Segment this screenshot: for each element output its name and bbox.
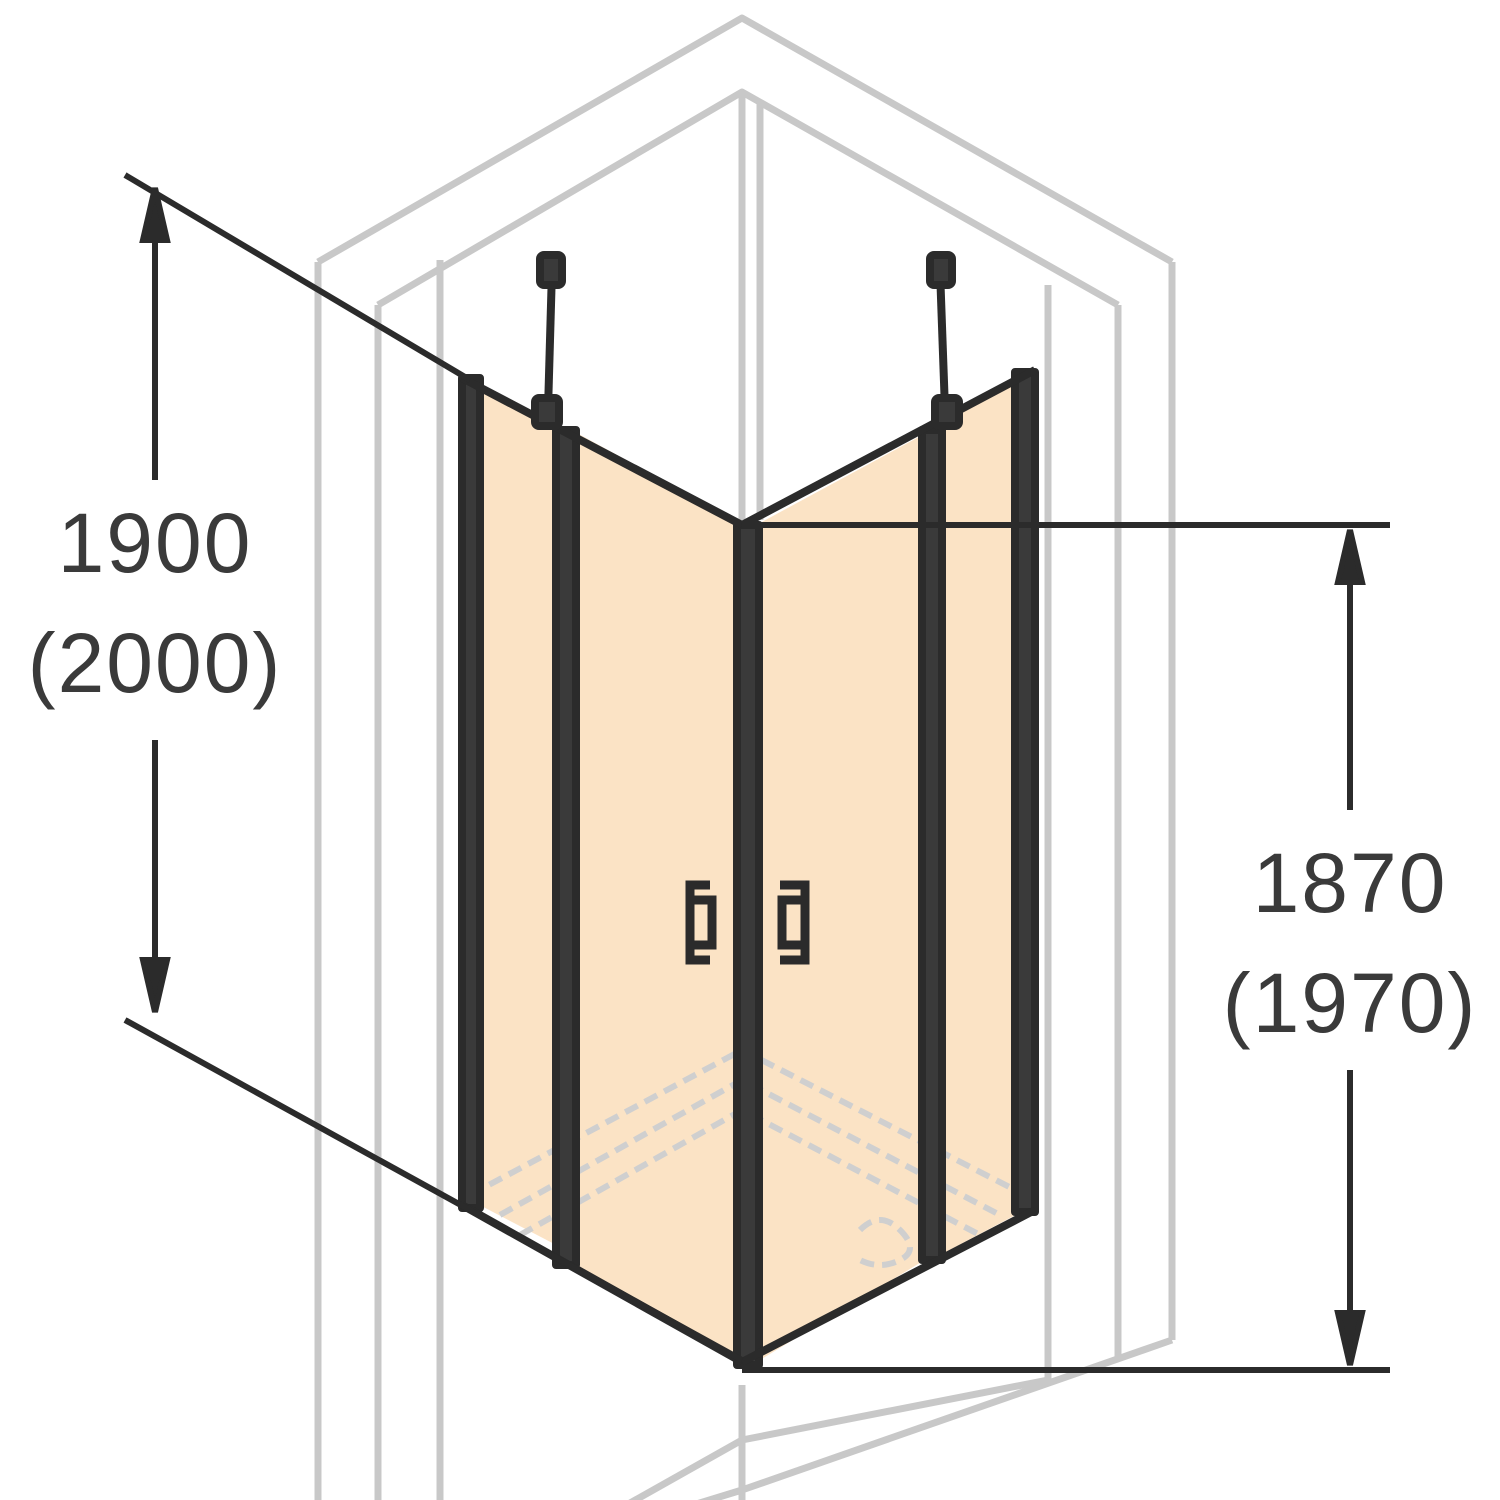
dim-left-top-extension xyxy=(123,172,472,383)
dim-left-arrow-bottom xyxy=(139,957,171,1013)
left-wall-profile xyxy=(458,374,484,1212)
right-height-label: 1870 xyxy=(1253,836,1448,930)
top-rail-left xyxy=(460,374,744,529)
right-wall-profile xyxy=(1011,368,1039,1216)
door-handle-right xyxy=(777,880,810,965)
left-middle-profile xyxy=(552,426,580,1269)
tray-drain xyxy=(857,1217,913,1268)
right-middle-profile xyxy=(918,426,946,1264)
dim-left-bottom-extension xyxy=(123,1017,744,1363)
glass-panels xyxy=(470,380,1025,1360)
stabiliser-bars xyxy=(531,251,963,430)
floor-base-left xyxy=(697,1486,746,1500)
wall-top-outer xyxy=(316,14,1174,266)
left-height-label: 1900 xyxy=(58,496,253,590)
left-fixed-panel-glass xyxy=(470,380,562,1248)
stabiliser-bracket-right-bottom xyxy=(931,394,963,430)
left-door-glass xyxy=(575,432,742,1360)
stabiliser-bar-left xyxy=(544,269,556,411)
stabiliser-bar-right xyxy=(936,269,949,411)
stabiliser-bracket-right-top xyxy=(926,251,956,289)
door-handles xyxy=(685,880,810,965)
dimension-right xyxy=(742,522,1390,1373)
top-rail-right xyxy=(740,366,1037,529)
dim-right-arrow-bottom xyxy=(1334,1310,1366,1366)
door-handle-left xyxy=(685,880,717,965)
right-door-glass xyxy=(760,432,928,1360)
wall-top-inner xyxy=(376,88,1120,309)
dim-left-arrow-top xyxy=(139,187,171,243)
stabiliser-bracket-left-top xyxy=(536,251,566,289)
corner-profile xyxy=(733,521,763,1369)
dimension-left xyxy=(123,172,744,1363)
left-height-alt-label: (2000) xyxy=(28,616,283,710)
right-fixed-panel-glass xyxy=(940,380,1025,1255)
floor-base-right xyxy=(740,1336,1174,1494)
bottom-rail-right xyxy=(740,1206,1037,1366)
floor-inner-left xyxy=(628,1436,744,1500)
dim-right-arrow-top xyxy=(1334,529,1366,585)
room-walls xyxy=(314,14,1176,1500)
stabiliser-bracket-left-bottom xyxy=(531,394,563,430)
right-height-alt-label: (1970) xyxy=(1223,956,1478,1050)
floor-inner-right xyxy=(741,1376,1049,1444)
